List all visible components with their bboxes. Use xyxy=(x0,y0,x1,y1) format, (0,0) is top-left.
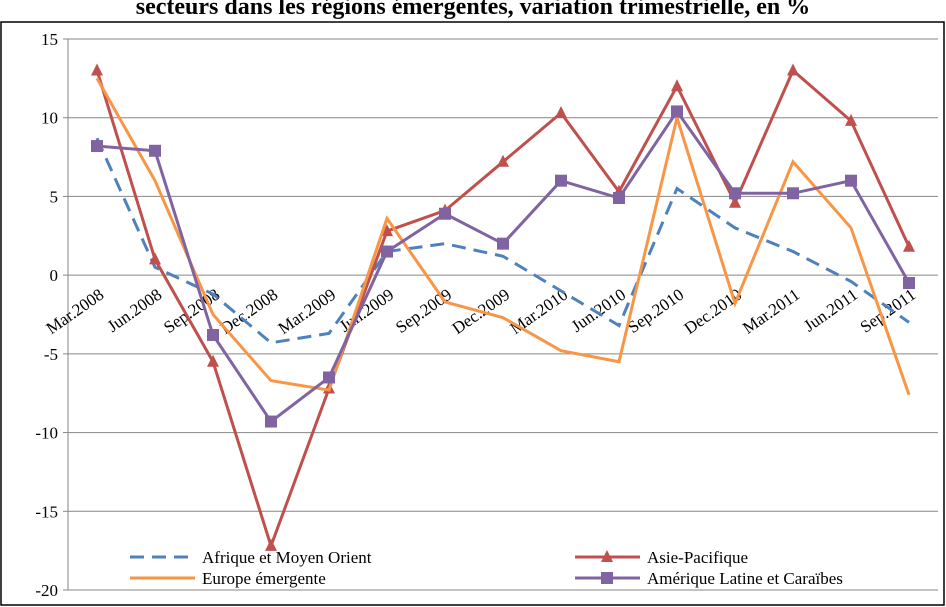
x-tick-label: Jun.2011 xyxy=(800,285,861,336)
marker xyxy=(613,192,625,205)
legend-marker xyxy=(601,572,613,584)
legend-label: Europe émergente xyxy=(202,569,326,588)
marker xyxy=(497,237,509,250)
marker xyxy=(149,144,161,157)
y-tick-label: 5 xyxy=(50,187,59,206)
y-tick-label: -20 xyxy=(35,581,58,600)
legend-marker xyxy=(601,550,613,562)
y-tick-label: 0 xyxy=(50,266,59,285)
y-tick-label: -10 xyxy=(35,424,58,443)
marker xyxy=(265,415,277,428)
marker xyxy=(555,174,567,187)
legend-label: Amérique Latine et Caraïbes xyxy=(647,569,843,588)
marker xyxy=(381,245,393,258)
marker xyxy=(845,174,857,187)
y-tick-label: -15 xyxy=(35,502,58,521)
series-line xyxy=(95,77,911,396)
marker xyxy=(207,328,219,341)
marker xyxy=(903,277,915,290)
chart-title: secteurs dans les régions émergentes, va… xyxy=(136,0,811,20)
marker xyxy=(91,140,103,153)
x-tick-label: Jun.2008 xyxy=(104,285,166,336)
marker xyxy=(439,207,451,220)
marker xyxy=(555,105,567,118)
legend-label: Asie-Pacifique xyxy=(647,548,748,567)
marker xyxy=(787,187,799,200)
marker xyxy=(207,354,219,367)
x-tick-label: Jun.2010 xyxy=(568,285,630,336)
marker xyxy=(497,154,509,167)
x-tick-label: Sep.2009 xyxy=(392,285,455,337)
x-tick-label: Dec.2010 xyxy=(681,285,746,338)
marker xyxy=(265,538,277,551)
marker xyxy=(381,224,393,237)
marker xyxy=(149,252,161,265)
marker xyxy=(323,371,335,384)
marker xyxy=(671,105,683,118)
y-tick-label: 10 xyxy=(41,109,58,128)
legend-label: Afrique et Moyen Orient xyxy=(202,548,372,567)
y-tick-label: 15 xyxy=(41,30,58,49)
marker xyxy=(845,113,857,126)
marker xyxy=(903,239,915,252)
series-line xyxy=(95,137,910,345)
x-tick-label: Mar.2008 xyxy=(43,285,108,338)
marker xyxy=(671,79,683,92)
y-tick-label: -5 xyxy=(44,345,58,364)
chart-frame xyxy=(0,21,945,606)
marker xyxy=(729,187,741,200)
marker xyxy=(91,63,103,76)
marker xyxy=(787,63,799,76)
x-tick-label: Mar.2011 xyxy=(739,285,803,338)
marker xyxy=(729,195,741,208)
